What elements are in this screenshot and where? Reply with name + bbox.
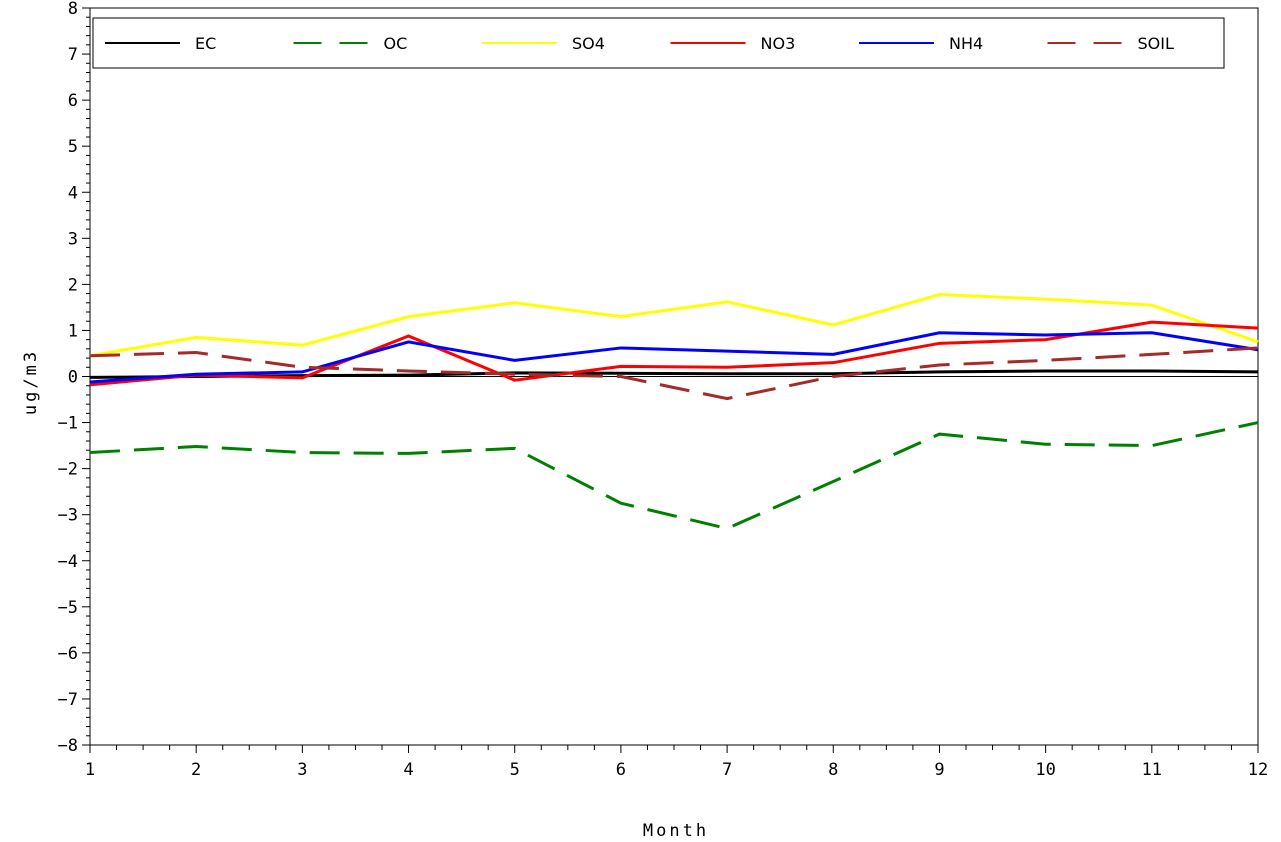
legend-label-no3: NO3 [761, 34, 796, 53]
series-line-so4 [89, 292, 1259, 358]
y-tick-label: 3 [68, 229, 78, 249]
x-axis: 1 2 3 4 5 6 7 8 9 10 11 12 [85, 745, 1268, 780]
legend-box [92, 17, 1225, 69]
y-tick-label: 5 [68, 137, 78, 157]
legend-label-ec: EC [195, 34, 216, 53]
y-tick-label: −7 [58, 690, 78, 710]
y-tick-label: 4 [68, 183, 78, 203]
x-tick-label: 8 [828, 760, 838, 780]
x-tick-label: 2 [191, 760, 201, 780]
y-tick-label: −5 [58, 598, 78, 618]
x-tick-label: 4 [403, 760, 413, 780]
y-tick-label: 6 [68, 91, 78, 111]
legend-label-nh4: NH4 [949, 34, 983, 53]
x-tick-label: 1 [85, 760, 95, 780]
series-line-ec [89, 369, 1259, 379]
x-tick-label: 6 [616, 760, 626, 780]
x-tick-label: 3 [297, 760, 307, 780]
y-axis: −8 −7 −6 −5 −4 −3 −2 −1 0 1 2 3 4 5 6 7 8 [58, 0, 90, 756]
x-tick-label: 5 [510, 760, 520, 780]
x-tick-label: 9 [934, 760, 944, 780]
legend-label-so4: SO4 [572, 34, 605, 53]
x-tick-label: 11 [1142, 760, 1162, 780]
legend-label-soil: SOIL [1138, 34, 1174, 53]
x-tick-label: 7 [722, 760, 732, 780]
series-line-no3 [89, 320, 1259, 387]
y-tick-label: 7 [68, 45, 78, 65]
legend: EC OC SO4 NO3 NH4 SOIL [92, 17, 1225, 69]
y-axis-title: ug/m3 [21, 349, 41, 415]
series-line-nh4 [89, 331, 1259, 384]
y-tick-label: −4 [58, 552, 78, 572]
y-tick-label: 1 [68, 321, 78, 341]
series-line-oc [89, 421, 1259, 531]
y-tick-label: −3 [58, 506, 78, 526]
y-tick-label: 2 [68, 275, 78, 295]
y-tick-label: −6 [58, 644, 78, 664]
series-group [89, 292, 1259, 531]
series-line-soil [89, 346, 1259, 401]
y-tick-label: −2 [58, 460, 78, 480]
y-tick-label: −1 [58, 414, 78, 434]
y-tick-label: 8 [68, 0, 78, 19]
y-tick-label: 0 [68, 368, 78, 388]
x-tick-label: 10 [1035, 760, 1055, 780]
legend-label-oc: OC [384, 34, 408, 53]
y-tick-label: −8 [58, 736, 78, 756]
x-axis-title: Month [643, 821, 709, 841]
x-tick-label: 12 [1248, 760, 1268, 780]
